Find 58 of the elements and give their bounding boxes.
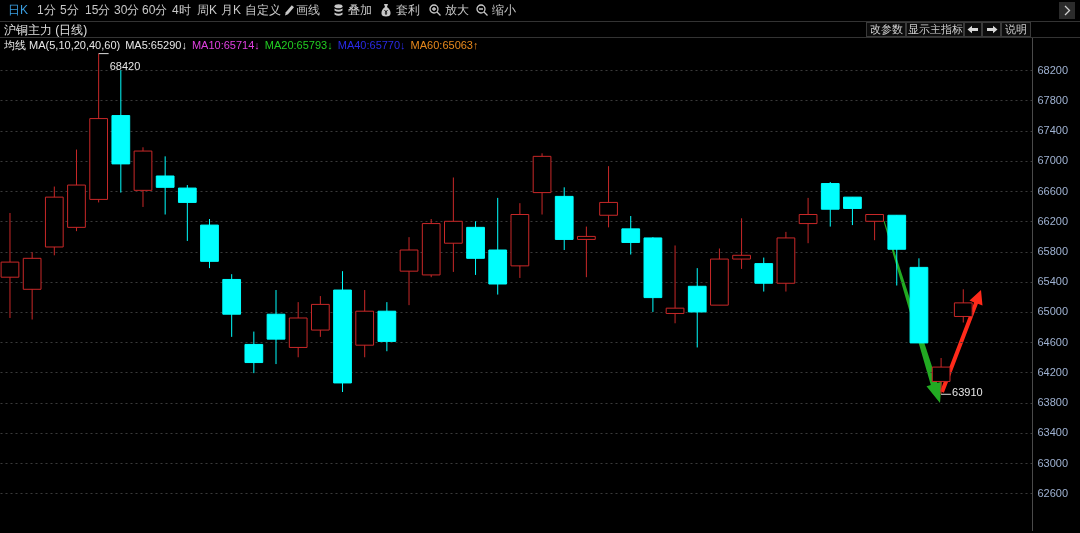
text: 周K [197, 3, 218, 17]
text: 60分 [142, 3, 168, 17]
y-tick-label: 66600 [1037, 184, 1069, 197]
annotation: 均线 MA(5,10,20,40,60) [4, 39, 121, 51]
candlestick [577, 226, 596, 278]
annotation: 68420 [109, 59, 141, 72]
candlestick [953, 288, 973, 324]
candlestick [244, 331, 264, 374]
candlestick [399, 236, 419, 306]
text: 日K [8, 3, 29, 17]
candlestick [798, 197, 818, 244]
text: 4时 [172, 3, 191, 17]
annotation: MA20:65793↓ [264, 39, 333, 51]
y-tick-label: 63000 [1037, 456, 1069, 469]
y-tick-label: 64200 [1037, 365, 1069, 378]
candlestick [444, 177, 463, 273]
text: 叠加 [348, 3, 372, 17]
candlestick [843, 196, 862, 226]
y-tick-label: 67400 [1037, 124, 1069, 137]
text: 显示主指标 [906, 22, 964, 37]
candlestick [177, 184, 197, 242]
candlestick [732, 217, 751, 270]
text: 月K [221, 3, 242, 17]
text: 1分 [37, 3, 56, 17]
candlestick [599, 165, 618, 228]
candlestick [155, 155, 175, 216]
candlestick [865, 214, 884, 241]
text: 套利 [396, 3, 420, 17]
annotation: 63910 [952, 386, 983, 399]
candlestick [621, 215, 641, 256]
annotation: MA40:65770↓ [337, 39, 406, 51]
annotation: MA10:65714↓ [191, 39, 260, 51]
text: 15分 [85, 3, 111, 17]
y-tick-label: 67800 [1037, 93, 1069, 106]
text: 放大 [445, 3, 469, 17]
text: 说明 [1001, 22, 1031, 37]
text: 缩小 [492, 3, 516, 17]
y-tick-label: 65000 [1037, 305, 1069, 318]
text: 画线 [296, 3, 320, 17]
y-tick-label: 68200 [1037, 63, 1069, 76]
candlestick [931, 357, 951, 395]
text: 30分 [114, 3, 140, 17]
candlestick [754, 257, 774, 293]
y-tick-label: 63800 [1037, 396, 1069, 409]
annotation: MA60:65063↑ [410, 39, 479, 51]
text: 改参数 [866, 22, 906, 37]
y-tick-label: 64600 [1037, 335, 1069, 348]
y-tick-label: 67000 [1037, 154, 1069, 167]
text: 自定义 [245, 3, 281, 17]
y-tick-label: 62600 [1037, 486, 1069, 499]
chart-title: 沪铜主力 (日线) [4, 23, 88, 37]
text: 5分 [60, 3, 79, 17]
annotation: MA5:65290↓ [125, 39, 187, 51]
y-tick-label: 63400 [1037, 426, 1069, 439]
y-tick-label: 65800 [1037, 245, 1069, 258]
candlestick [665, 244, 685, 324]
y-tick-label: 66200 [1037, 214, 1069, 227]
y-tick-label: 65400 [1037, 275, 1069, 288]
